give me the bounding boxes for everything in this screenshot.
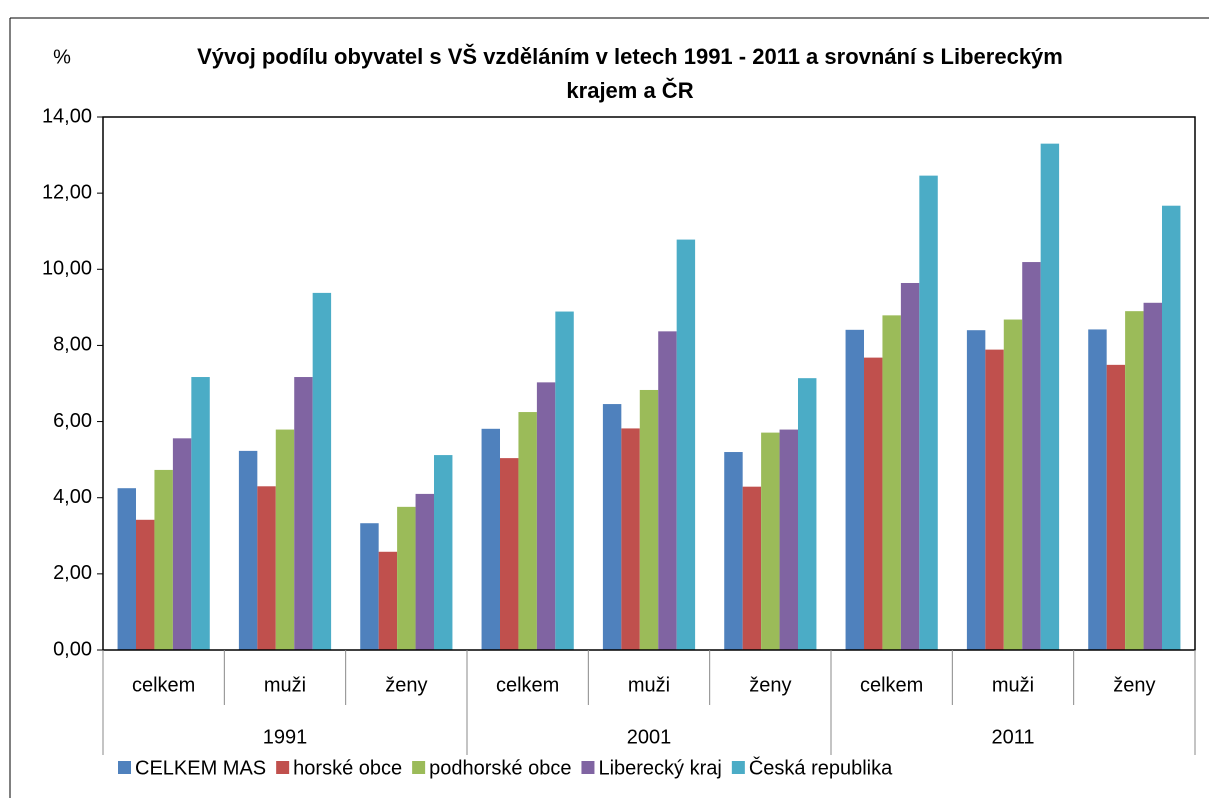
bar [864, 357, 883, 650]
x-tick-label: celkem [496, 674, 559, 696]
bar [136, 519, 155, 650]
bar [621, 428, 640, 650]
legend-swatch [581, 761, 595, 774]
bar [966, 330, 986, 650]
x-tick-label: ženy [1113, 674, 1155, 696]
bar [919, 175, 938, 650]
legend-label: CELKEM MAS [135, 757, 266, 779]
bar [724, 452, 743, 650]
bar [360, 523, 379, 650]
legend-swatch [276, 761, 290, 774]
bar [433, 455, 453, 650]
group-label: 2011 [991, 726, 1034, 748]
bar [676, 239, 696, 650]
bar [257, 486, 276, 650]
bar [397, 506, 416, 650]
legend-swatch [731, 761, 745, 774]
legend-label: Liberecký kraj [598, 757, 721, 779]
x-tick-label: celkem [132, 674, 195, 696]
bar [779, 429, 798, 650]
bar [1143, 302, 1162, 650]
bar [481, 428, 501, 650]
bar [845, 329, 865, 650]
bar [191, 377, 210, 650]
bar [117, 488, 137, 650]
legend-swatch [412, 761, 426, 774]
bar [1088, 329, 1107, 650]
bar [797, 378, 817, 650]
bar [742, 486, 762, 650]
bar [536, 382, 556, 650]
bar [658, 331, 677, 650]
x-tick-label: muži [264, 674, 306, 696]
bar [900, 282, 920, 650]
bar [312, 292, 332, 650]
plot-border [102, 116, 1196, 651]
bar [1003, 319, 1023, 650]
bar [555, 311, 574, 650]
legend-label: horské obce [293, 757, 402, 779]
group-label: 1991 [263, 726, 308, 748]
y-axis-label: % [53, 46, 71, 68]
y-tick-label: 6,00 [53, 410, 92, 432]
bar [500, 458, 519, 650]
bar [1125, 311, 1144, 650]
chart-title: Vývoj podílu obyvatel s VŠ vzděláním v l… [197, 44, 1063, 103]
y-tick-label: 8,00 [53, 334, 92, 356]
legend-swatch [118, 761, 131, 774]
bar [882, 315, 901, 650]
bar [985, 349, 1004, 650]
y-tick-label: 4,00 [53, 486, 92, 508]
bar [275, 429, 295, 650]
y-tick-label: 12,00 [42, 181, 92, 203]
bar [639, 389, 659, 650]
bar [518, 412, 537, 650]
bar [761, 432, 780, 650]
bar [154, 469, 173, 650]
bar [172, 438, 192, 650]
legend-label: podhorské obce [429, 757, 571, 779]
bar [294, 377, 313, 650]
group-label: 2001 [627, 726, 672, 748]
bar [415, 493, 434, 650]
x-tick-label: ženy [749, 674, 791, 696]
bar [1040, 143, 1060, 650]
y-tick-label: 2,00 [53, 562, 92, 584]
bar [238, 450, 258, 650]
x-tick-label: ženy [385, 674, 427, 696]
y-tick-label: 10,00 [42, 258, 92, 280]
bar [1161, 205, 1181, 650]
y-tick-label: 14,00 [42, 105, 92, 127]
bar [1106, 364, 1126, 650]
x-tick-label: muži [992, 674, 1034, 696]
x-tick-label: celkem [860, 674, 923, 696]
bar [602, 404, 622, 650]
bar [1022, 262, 1041, 650]
y-tick-label: 0,00 [53, 638, 92, 660]
legend-label: Česká republika [749, 756, 893, 779]
x-tick-label: muži [628, 674, 670, 696]
bar [378, 551, 398, 650]
